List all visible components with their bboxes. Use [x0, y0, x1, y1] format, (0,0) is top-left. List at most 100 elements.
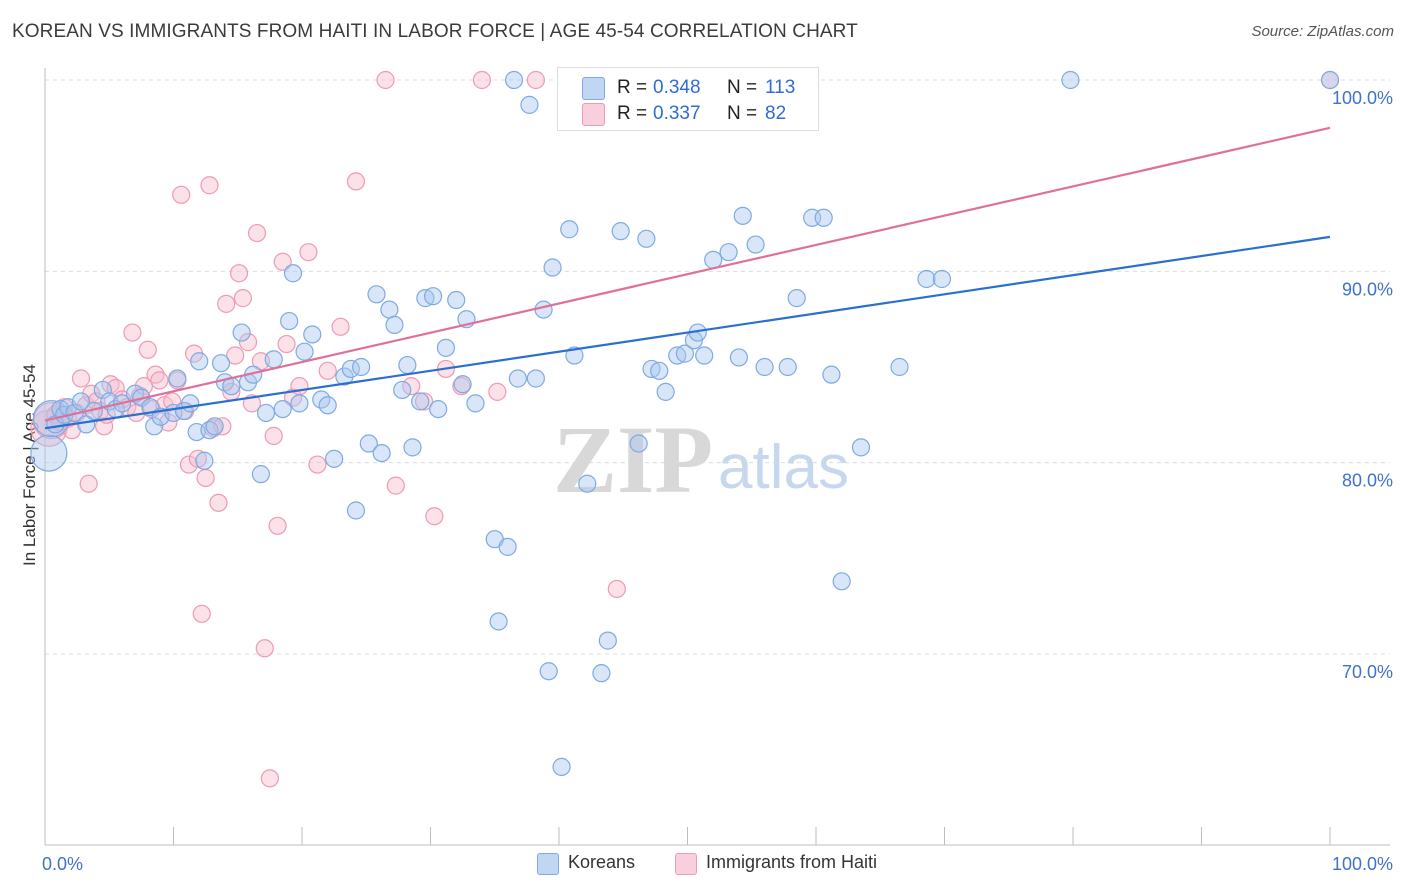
- korean-point: [466, 394, 485, 413]
- y-tick-label: 100.0%: [1332, 88, 1393, 108]
- trendlines: [44, 126, 1331, 430]
- korean-point: [565, 346, 584, 365]
- haiti-point: [299, 243, 318, 262]
- korean-point: [93, 380, 112, 400]
- haiti-point: [233, 289, 252, 308]
- korean-point: [489, 612, 508, 631]
- korean-point: [280, 311, 299, 331]
- haiti-point: [386, 476, 405, 495]
- korean-point: [1320, 70, 1340, 90]
- legend-r-value: 0.337: [653, 103, 701, 124]
- korean-point: [508, 369, 527, 388]
- korean-point: [367, 285, 386, 304]
- korean-point: [190, 352, 209, 371]
- korean-point: [498, 537, 517, 556]
- korean-point: [526, 369, 545, 388]
- haiti-point: [255, 639, 274, 658]
- korean-point: [650, 361, 669, 380]
- series-haiti-points: [30, 70, 1340, 788]
- source-label: Source: ZipAtlas.com: [1251, 23, 1394, 40]
- haiti-point: [229, 264, 249, 283]
- legend-swatch-haiti: [582, 103, 605, 126]
- haiti-point: [273, 252, 292, 271]
- x-tick-label: 100.0%: [1332, 854, 1393, 874]
- legend-label-haiti: Immigrants from Haiti: [706, 852, 878, 872]
- korean-point: [755, 357, 774, 377]
- series-legend: Koreans Immigrants from Haiti: [0, 851, 1406, 877]
- watermark: ZIP atlas: [553, 406, 849, 513]
- korean-point: [168, 369, 187, 388]
- haiti-point: [123, 323, 142, 342]
- correlation-legend: R = 0.348 N = 113 R = 0.337 N = 82: [557, 67, 819, 131]
- haiti-point: [308, 455, 327, 474]
- korean-point: [211, 354, 231, 373]
- korean-point: [30, 434, 68, 472]
- tick-labels: 70.0% 80.0% 90.0% 100.0% 0.0% 100.0%: [42, 88, 1393, 874]
- korean-point: [534, 300, 553, 319]
- korean-point: [71, 392, 91, 411]
- haiti-point: [376, 70, 395, 90]
- axes: [44, 68, 1390, 846]
- korean-point: [578, 474, 597, 493]
- legend-n-label: N =: [727, 77, 758, 98]
- korean-point: [729, 348, 749, 367]
- korean-point: [598, 631, 617, 650]
- haiti-point: [268, 516, 287, 535]
- haiti-point: [192, 604, 211, 623]
- haiti-point: [95, 417, 114, 436]
- haiti-point: [217, 294, 236, 313]
- korean-point: [917, 269, 936, 289]
- korean-point: [352, 357, 371, 377]
- korean-point: [637, 229, 656, 248]
- korean-point: [436, 338, 456, 357]
- korean-point: [520, 95, 539, 114]
- korean-point: [411, 392, 430, 411]
- haiti-point: [79, 474, 98, 493]
- korean-point: [543, 258, 562, 277]
- korean-point: [656, 382, 675, 401]
- haiti-point: [425, 507, 444, 526]
- korean-point: [290, 394, 309, 413]
- korean-point: [346, 501, 366, 520]
- korean-point: [629, 434, 648, 453]
- korean-point: [851, 438, 871, 457]
- legend-r-value: 0.348: [653, 77, 701, 98]
- legend-swatch-koreans: [537, 853, 559, 875]
- korean-point: [453, 375, 472, 394]
- korean-point: [778, 357, 797, 377]
- korean-point: [611, 222, 630, 241]
- korean-point: [195, 451, 214, 470]
- trendline-haiti: [44, 126, 1331, 422]
- y-tick-label: 70.0%: [1342, 662, 1393, 682]
- legend-n-value: 113: [765, 77, 796, 98]
- watermark-zip: ZIP: [553, 406, 713, 513]
- korean-point: [787, 289, 806, 308]
- haiti-point: [607, 579, 626, 599]
- korean-point: [832, 572, 851, 591]
- legend-label-koreans: Koreans: [568, 852, 636, 872]
- haiti-point: [71, 369, 91, 388]
- korean-point: [814, 208, 833, 227]
- legend-r-label: R =: [617, 77, 648, 98]
- haiti-point: [277, 334, 296, 354]
- korean-point: [890, 357, 909, 377]
- haiti-point: [260, 769, 279, 788]
- korean-point: [232, 323, 251, 342]
- haiti-point: [414, 392, 434, 411]
- korean-point: [318, 396, 337, 415]
- korean-point: [746, 235, 765, 254]
- series-koreans-points: [30, 70, 1340, 776]
- haiti-point: [526, 70, 545, 90]
- korean-point: [251, 465, 270, 484]
- korean-point: [380, 300, 399, 319]
- haiti-point: [402, 377, 421, 396]
- chart-title: KOREAN VS IMMIGRANTS FROM HAITI IN LABOR…: [12, 21, 858, 42]
- x-tick-label: 0.0%: [42, 854, 83, 874]
- haiti-point: [346, 172, 366, 191]
- korean-point: [303, 325, 322, 344]
- korean-point: [1061, 70, 1080, 90]
- korean-point: [295, 342, 314, 361]
- trendline-koreans: [44, 235, 1331, 430]
- korean-point: [429, 399, 448, 419]
- haiti-point: [209, 493, 228, 512]
